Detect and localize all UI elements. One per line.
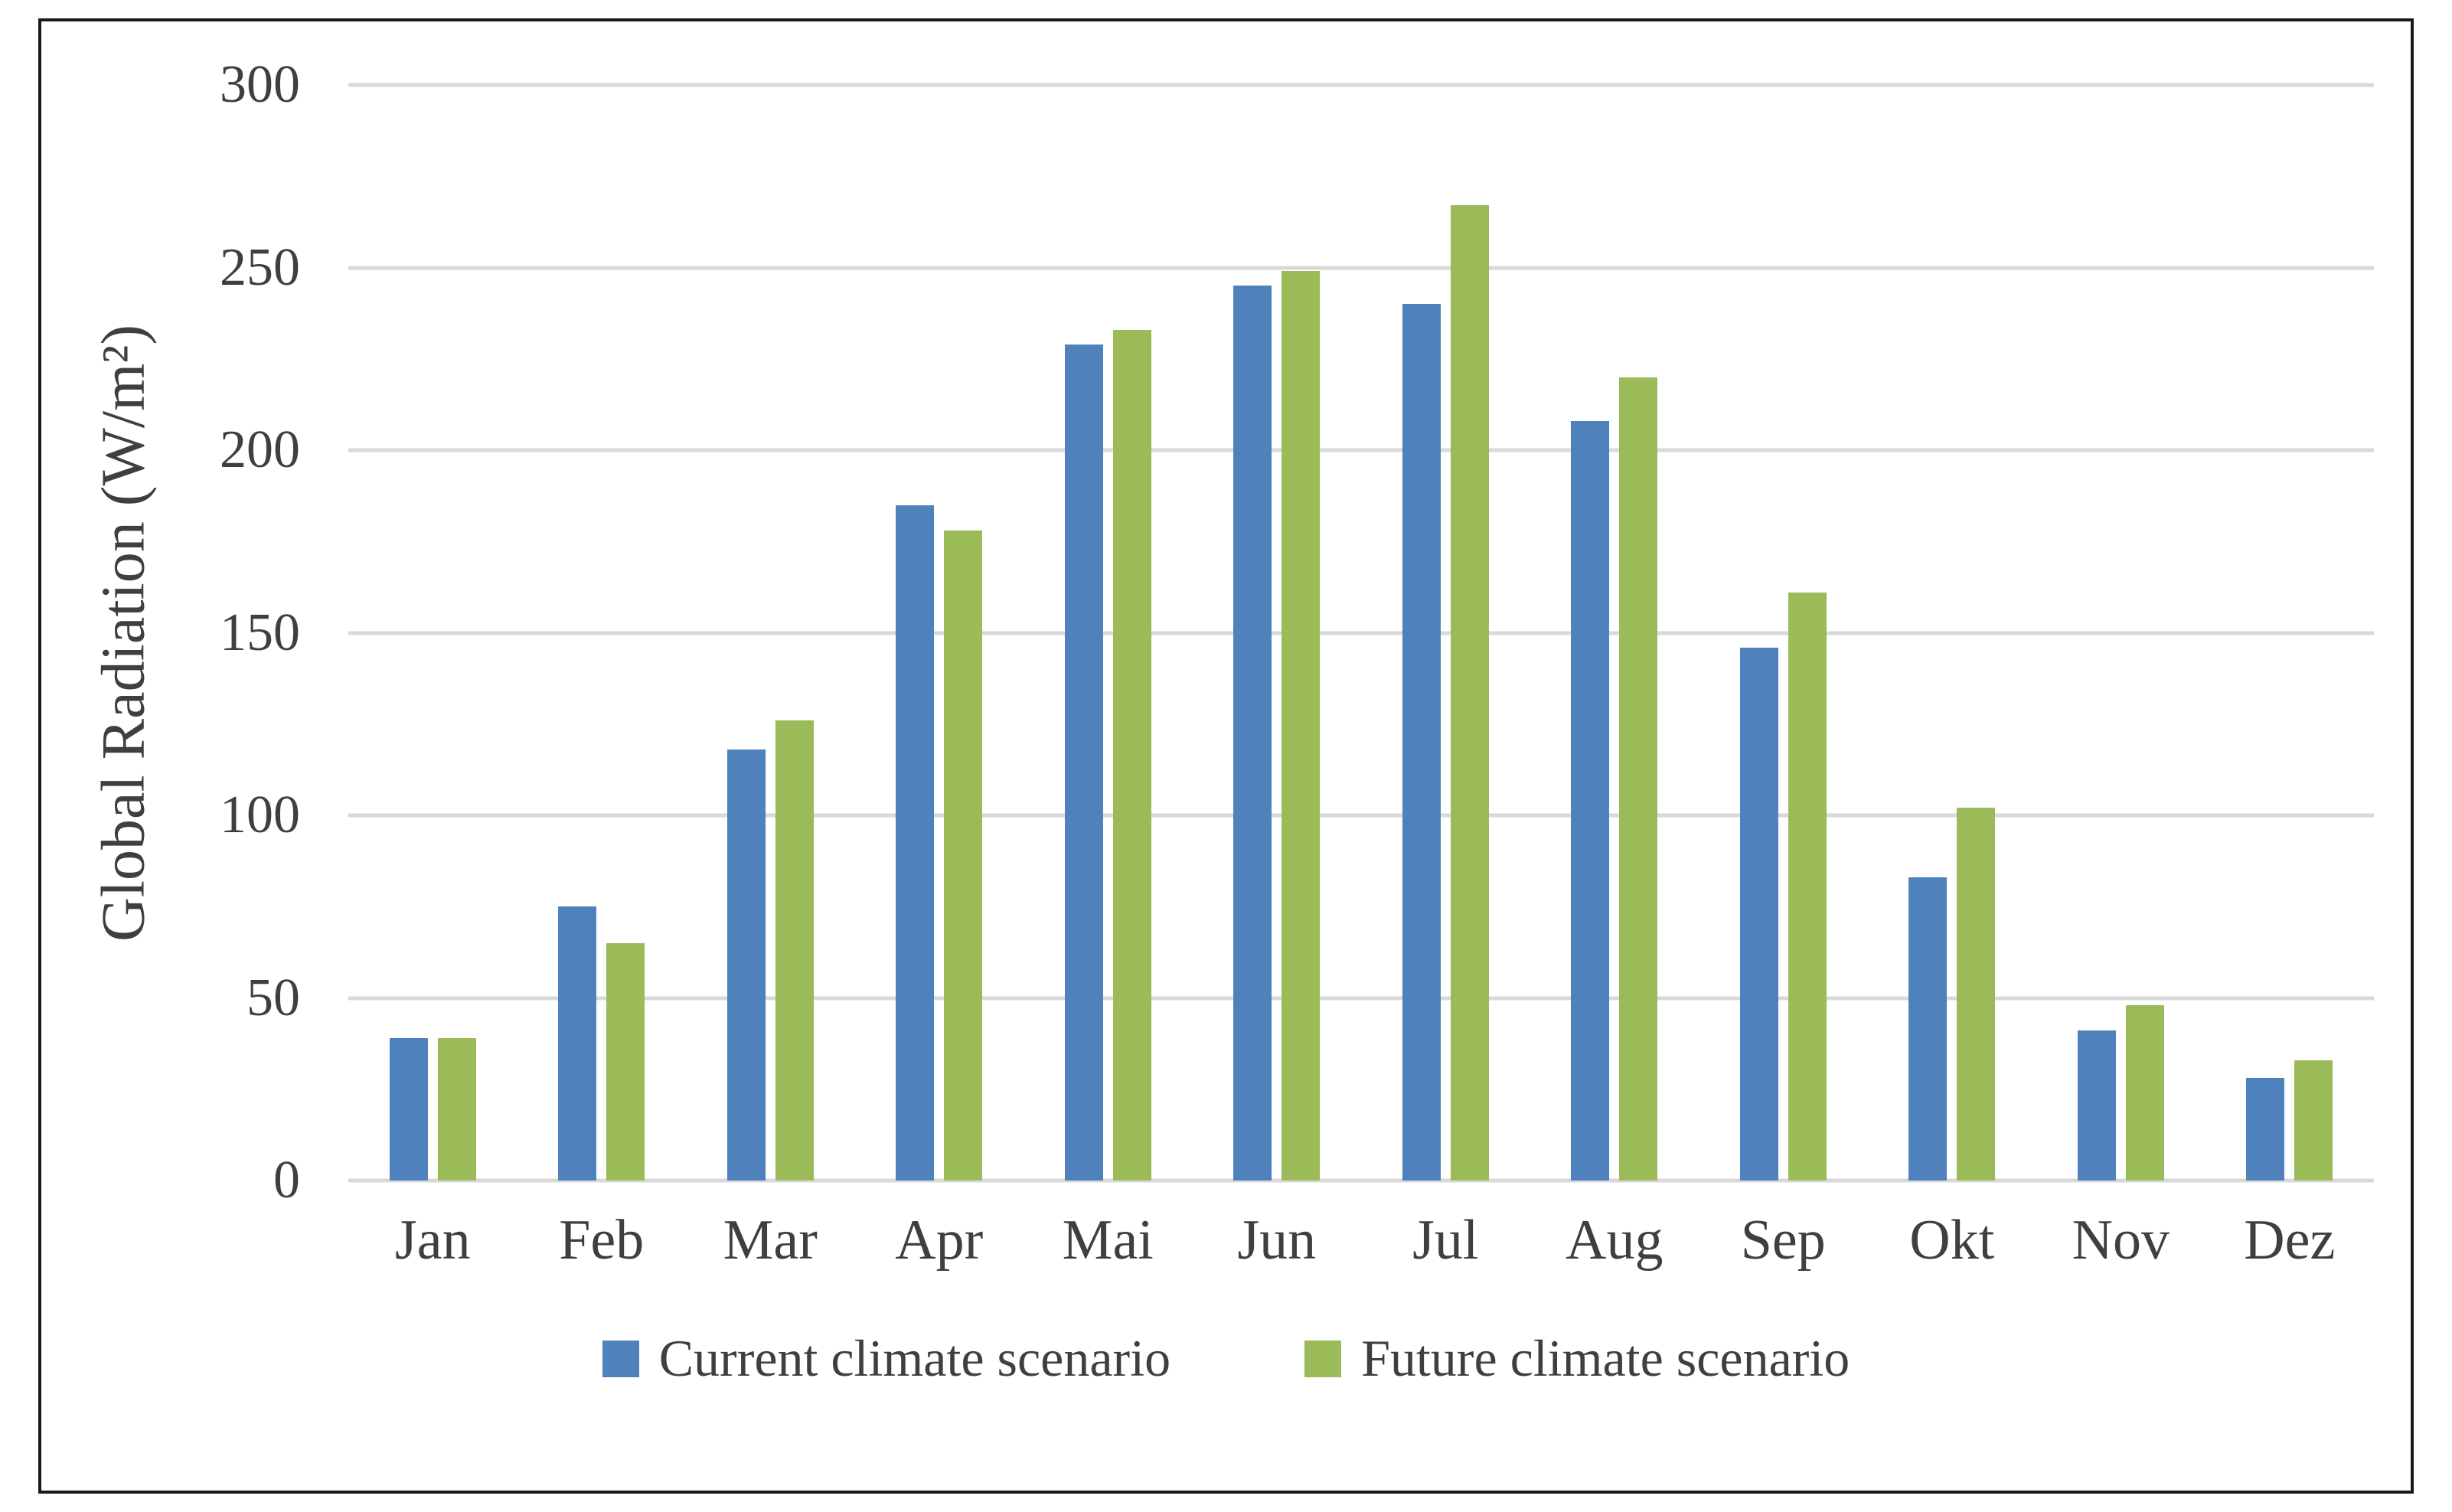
bar-group-jan	[348, 85, 517, 1181]
bar-future-okt	[1957, 808, 1996, 1181]
bar-current-jul	[1402, 304, 1441, 1181]
bar-group-nov	[2036, 85, 2205, 1181]
legend-label: Current climate scenario	[658, 1329, 1171, 1387]
x-label-mai: Mai	[1062, 1209, 1154, 1272]
bar-future-mar	[775, 720, 814, 1181]
x-label-jul: Jul	[1412, 1209, 1479, 1272]
x-label-okt: Okt	[1909, 1209, 1995, 1272]
bar-pair-apr	[896, 85, 983, 1181]
bar-pair-jun	[1233, 85, 1321, 1181]
bar-pair-jan	[389, 85, 476, 1181]
legend-swatch-icon	[1304, 1340, 1342, 1377]
bar-group-mai	[1024, 85, 1193, 1181]
gridline-0	[348, 1178, 2374, 1183]
x-label-nov: Nov	[2072, 1209, 2170, 1272]
gridline-250	[348, 266, 2374, 269]
bar-group-okt	[1868, 85, 2037, 1181]
bar-group-dez	[2205, 85, 2375, 1181]
bar-pair-nov	[2077, 85, 2164, 1181]
gridline-300	[348, 83, 2374, 87]
bar-groups	[348, 85, 2374, 1181]
legend-item-future: Future climate scenario	[1304, 1328, 1850, 1389]
bar-future-mai	[1112, 329, 1151, 1181]
figure-border	[38, 18, 2414, 1494]
x-label-jun: Jun	[1237, 1209, 1317, 1272]
y-tick-label-250: 250	[220, 237, 300, 297]
gridline-50	[348, 996, 2374, 1000]
y-tick-label-200: 200	[220, 420, 300, 479]
bar-pair-sep	[1739, 85, 1827, 1181]
y-tick-label-150: 150	[220, 603, 300, 662]
y-tick-label-0: 0	[273, 1151, 300, 1210]
bar-current-sep	[1739, 647, 1778, 1181]
plot-area	[348, 83, 2374, 1183]
bar-current-jun	[1233, 286, 1272, 1181]
gridline-200	[348, 448, 2374, 452]
x-label-mar: Mar	[723, 1209, 818, 1272]
bar-group-feb	[517, 85, 687, 1181]
bar-group-sep	[1699, 85, 1868, 1181]
x-label-jan: Jan	[394, 1209, 471, 1272]
bar-current-mai	[1064, 344, 1103, 1181]
bar-group-apr	[855, 85, 1024, 1181]
bar-current-mar	[726, 749, 766, 1181]
bar-pair-okt	[1908, 85, 1996, 1181]
bar-future-nov	[2125, 1005, 2164, 1181]
bar-future-apr	[944, 530, 983, 1181]
x-label-dez: Dez	[2244, 1209, 2336, 1272]
bar-future-jan	[437, 1037, 476, 1181]
bar-current-dez	[2246, 1078, 2285, 1181]
bar-future-sep	[1788, 593, 1827, 1181]
gridline-100	[348, 813, 2374, 818]
bar-current-nov	[2077, 1030, 2116, 1181]
bar-future-feb	[606, 942, 645, 1181]
x-label-aug: Aug	[1566, 1209, 1664, 1272]
bar-group-aug	[1530, 85, 1699, 1181]
legend: Current climate scenario Future climate s…	[0, 1328, 2452, 1389]
x-label-apr: Apr	[895, 1209, 984, 1272]
y-tick-label-100: 100	[220, 785, 300, 844]
bar-pair-dez	[2246, 85, 2333, 1181]
x-label-feb: Feb	[559, 1209, 645, 1272]
bar-current-jan	[389, 1037, 428, 1181]
bar-pair-aug	[1571, 85, 1658, 1181]
bar-current-apr	[896, 505, 935, 1181]
bar-pair-feb	[558, 85, 645, 1181]
bar-future-dez	[2294, 1060, 2333, 1181]
bar-group-mar	[686, 85, 855, 1181]
x-axis-labels: Jan Feb Mar Apr Mai Jun Jul Aug Sep Okt Nov Dez	[348, 1208, 2374, 1273]
bar-future-aug	[1619, 377, 1658, 1181]
bar-group-jul	[1361, 85, 1530, 1181]
bar-pair-jul	[1402, 85, 1489, 1181]
gridline-150	[348, 631, 2374, 635]
x-label-sep: Sep	[1740, 1209, 1826, 1272]
bar-group-jun	[1193, 85, 1362, 1181]
bar-current-aug	[1571, 420, 1610, 1181]
legend-item-current: Current climate scenario	[602, 1328, 1170, 1389]
y-tick-label-50: 50	[247, 968, 300, 1027]
bar-future-jul	[1450, 205, 1489, 1181]
legend-label: Future climate scenario	[1361, 1329, 1850, 1387]
y-tick-label-300: 300	[220, 55, 300, 114]
bar-pair-mai	[1064, 85, 1151, 1181]
bar-future-jun	[1282, 271, 1321, 1181]
bar-current-okt	[1908, 877, 1948, 1181]
bar-current-feb	[558, 906, 597, 1181]
legend-swatch-icon	[602, 1340, 639, 1377]
y-axis-tick-labels: 0 50 100 150 200 250 300	[0, 55, 300, 1210]
bar-pair-mar	[726, 85, 814, 1181]
